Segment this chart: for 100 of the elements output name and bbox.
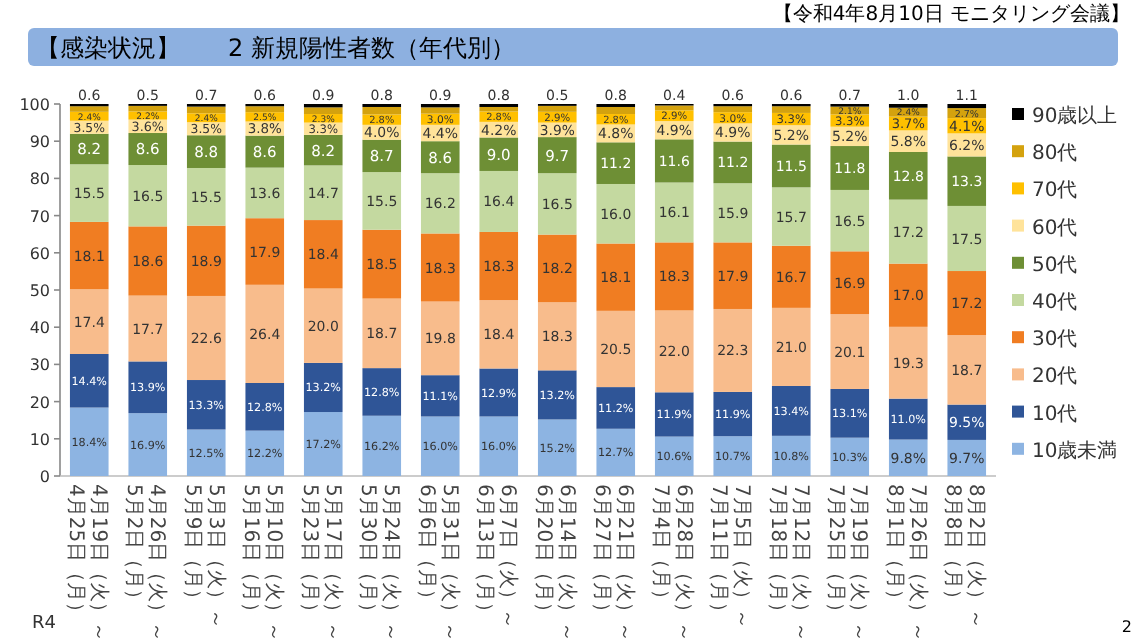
- bar: [186, 225, 226, 296]
- bar: [537, 173, 577, 235]
- legend-label: 70代: [1032, 180, 1078, 203]
- bar: [713, 391, 753, 437]
- bar: [479, 106, 519, 112]
- bar: [420, 416, 460, 476]
- bar: [128, 105, 168, 112]
- bar: [713, 436, 753, 476]
- x-tick-label: 5月3日（火）～ 5月9日（月）: [180, 484, 228, 630]
- bar: [362, 106, 402, 115]
- y-tick-label: 90: [29, 133, 50, 152]
- bar: [128, 165, 168, 227]
- x-tick-label: 6月7日（火）～ 6月13日（月）: [473, 484, 521, 630]
- chart-title: 【感染状況】 2 新規陽性者数（年代別）: [36, 34, 515, 62]
- legend-label: 30代: [1032, 329, 1078, 352]
- text: 【令和4年8月10日 モニタリング会議】: [772, 2, 1130, 26]
- x-tick-label: 6月14日（火）～ 6月20日（月）: [531, 484, 579, 640]
- bar: [596, 243, 636, 311]
- bar: [830, 189, 870, 252]
- bar: [186, 295, 226, 381]
- bar: [888, 263, 928, 327]
- bar: [479, 231, 519, 301]
- bar: [128, 413, 168, 476]
- bar: [771, 245, 811, 308]
- bar: [128, 361, 168, 414]
- bar: [303, 362, 343, 413]
- bar: [245, 106, 285, 113]
- bar: [420, 233, 460, 302]
- bar: [654, 139, 694, 183]
- bar: [362, 139, 402, 173]
- bar: [245, 383, 285, 431]
- bar: [245, 284, 285, 383]
- bar: [362, 298, 402, 369]
- bar: [596, 310, 636, 388]
- bar: [479, 170, 519, 232]
- bar: [771, 144, 811, 188]
- y-tick-label: 30: [29, 356, 50, 375]
- bar: [830, 146, 870, 190]
- x-tick-label: 7月5日（火）～ 7月11日（月）: [707, 484, 755, 630]
- x-tick-label: 7月26日（火）～ 8月1日（月）: [882, 484, 930, 640]
- bar: [245, 430, 285, 476]
- x-tick-label: 5月24日（火）～ 5月30日（月）: [356, 484, 404, 640]
- bar: [362, 172, 402, 230]
- bar: [947, 271, 987, 336]
- x-tick-label: 5月31日（火）～ 6月6日（月）: [414, 484, 462, 640]
- x-tick-label: 5月17日（火）～ 5月23日（月）: [297, 484, 345, 640]
- y-tick-label: 0: [39, 468, 50, 486]
- bar: [654, 105, 694, 111]
- bar: [420, 375, 460, 417]
- bar: [654, 392, 694, 437]
- legend-label: 50代: [1032, 254, 1078, 277]
- bar: [69, 221, 109, 290]
- x-tick-label: 7月19日（火）～ 7月25日（月）: [824, 484, 872, 640]
- bar: [479, 300, 519, 369]
- bar: [303, 107, 343, 115]
- bar: [596, 183, 636, 244]
- legend-label: 10歳未満: [1032, 438, 1118, 463]
- bar: [537, 105, 577, 112]
- bar: [713, 183, 753, 243]
- bar: [771, 187, 811, 246]
- bar: [186, 380, 226, 430]
- bar: [771, 307, 811, 386]
- bar: [888, 326, 928, 399]
- bar: [713, 242, 753, 309]
- x-tick-label: 8月2日（火）～ 8月8日（月）: [941, 484, 989, 630]
- y-tick-label: 50: [29, 282, 50, 300]
- bar: [830, 251, 870, 315]
- bar: [713, 308, 753, 392]
- bar: [771, 106, 811, 113]
- bar: [537, 234, 577, 303]
- bar: [69, 164, 109, 222]
- x-tick-label: 7月12日（火）～ 7月18日（月）: [765, 484, 813, 640]
- bar: [596, 106, 636, 115]
- y-tick-label: 60: [29, 244, 50, 263]
- legend-label: 90歳以上: [1032, 104, 1118, 128]
- bar: [420, 173, 460, 234]
- legend-label: 80代: [1032, 143, 1078, 166]
- bar: [303, 165, 343, 221]
- bar: [888, 398, 928, 440]
- bar: [186, 106, 226, 114]
- bar: [245, 167, 285, 219]
- bar: [128, 295, 168, 362]
- bar: [362, 229, 402, 299]
- bar: [830, 314, 870, 389]
- bar: [830, 388, 870, 438]
- x-tick-label: 5月10日（火）～ 5月16日（月）: [239, 484, 287, 640]
- bar: [888, 199, 928, 264]
- text: R4: [32, 614, 57, 634]
- y-tick-label: 20: [29, 393, 50, 412]
- y-tick-label: 40: [29, 319, 50, 338]
- bar: [713, 106, 753, 113]
- text: 2: [1121, 618, 1132, 636]
- x-tick-label: 4月26日（火）～ 5月2日（月）: [122, 484, 170, 640]
- bar: [303, 220, 343, 289]
- legend-label: 40代: [1032, 292, 1078, 314]
- bar: [303, 288, 343, 363]
- bar: [303, 412, 343, 476]
- bar: [713, 141, 753, 184]
- bar: [947, 335, 987, 405]
- bar: [420, 301, 460, 376]
